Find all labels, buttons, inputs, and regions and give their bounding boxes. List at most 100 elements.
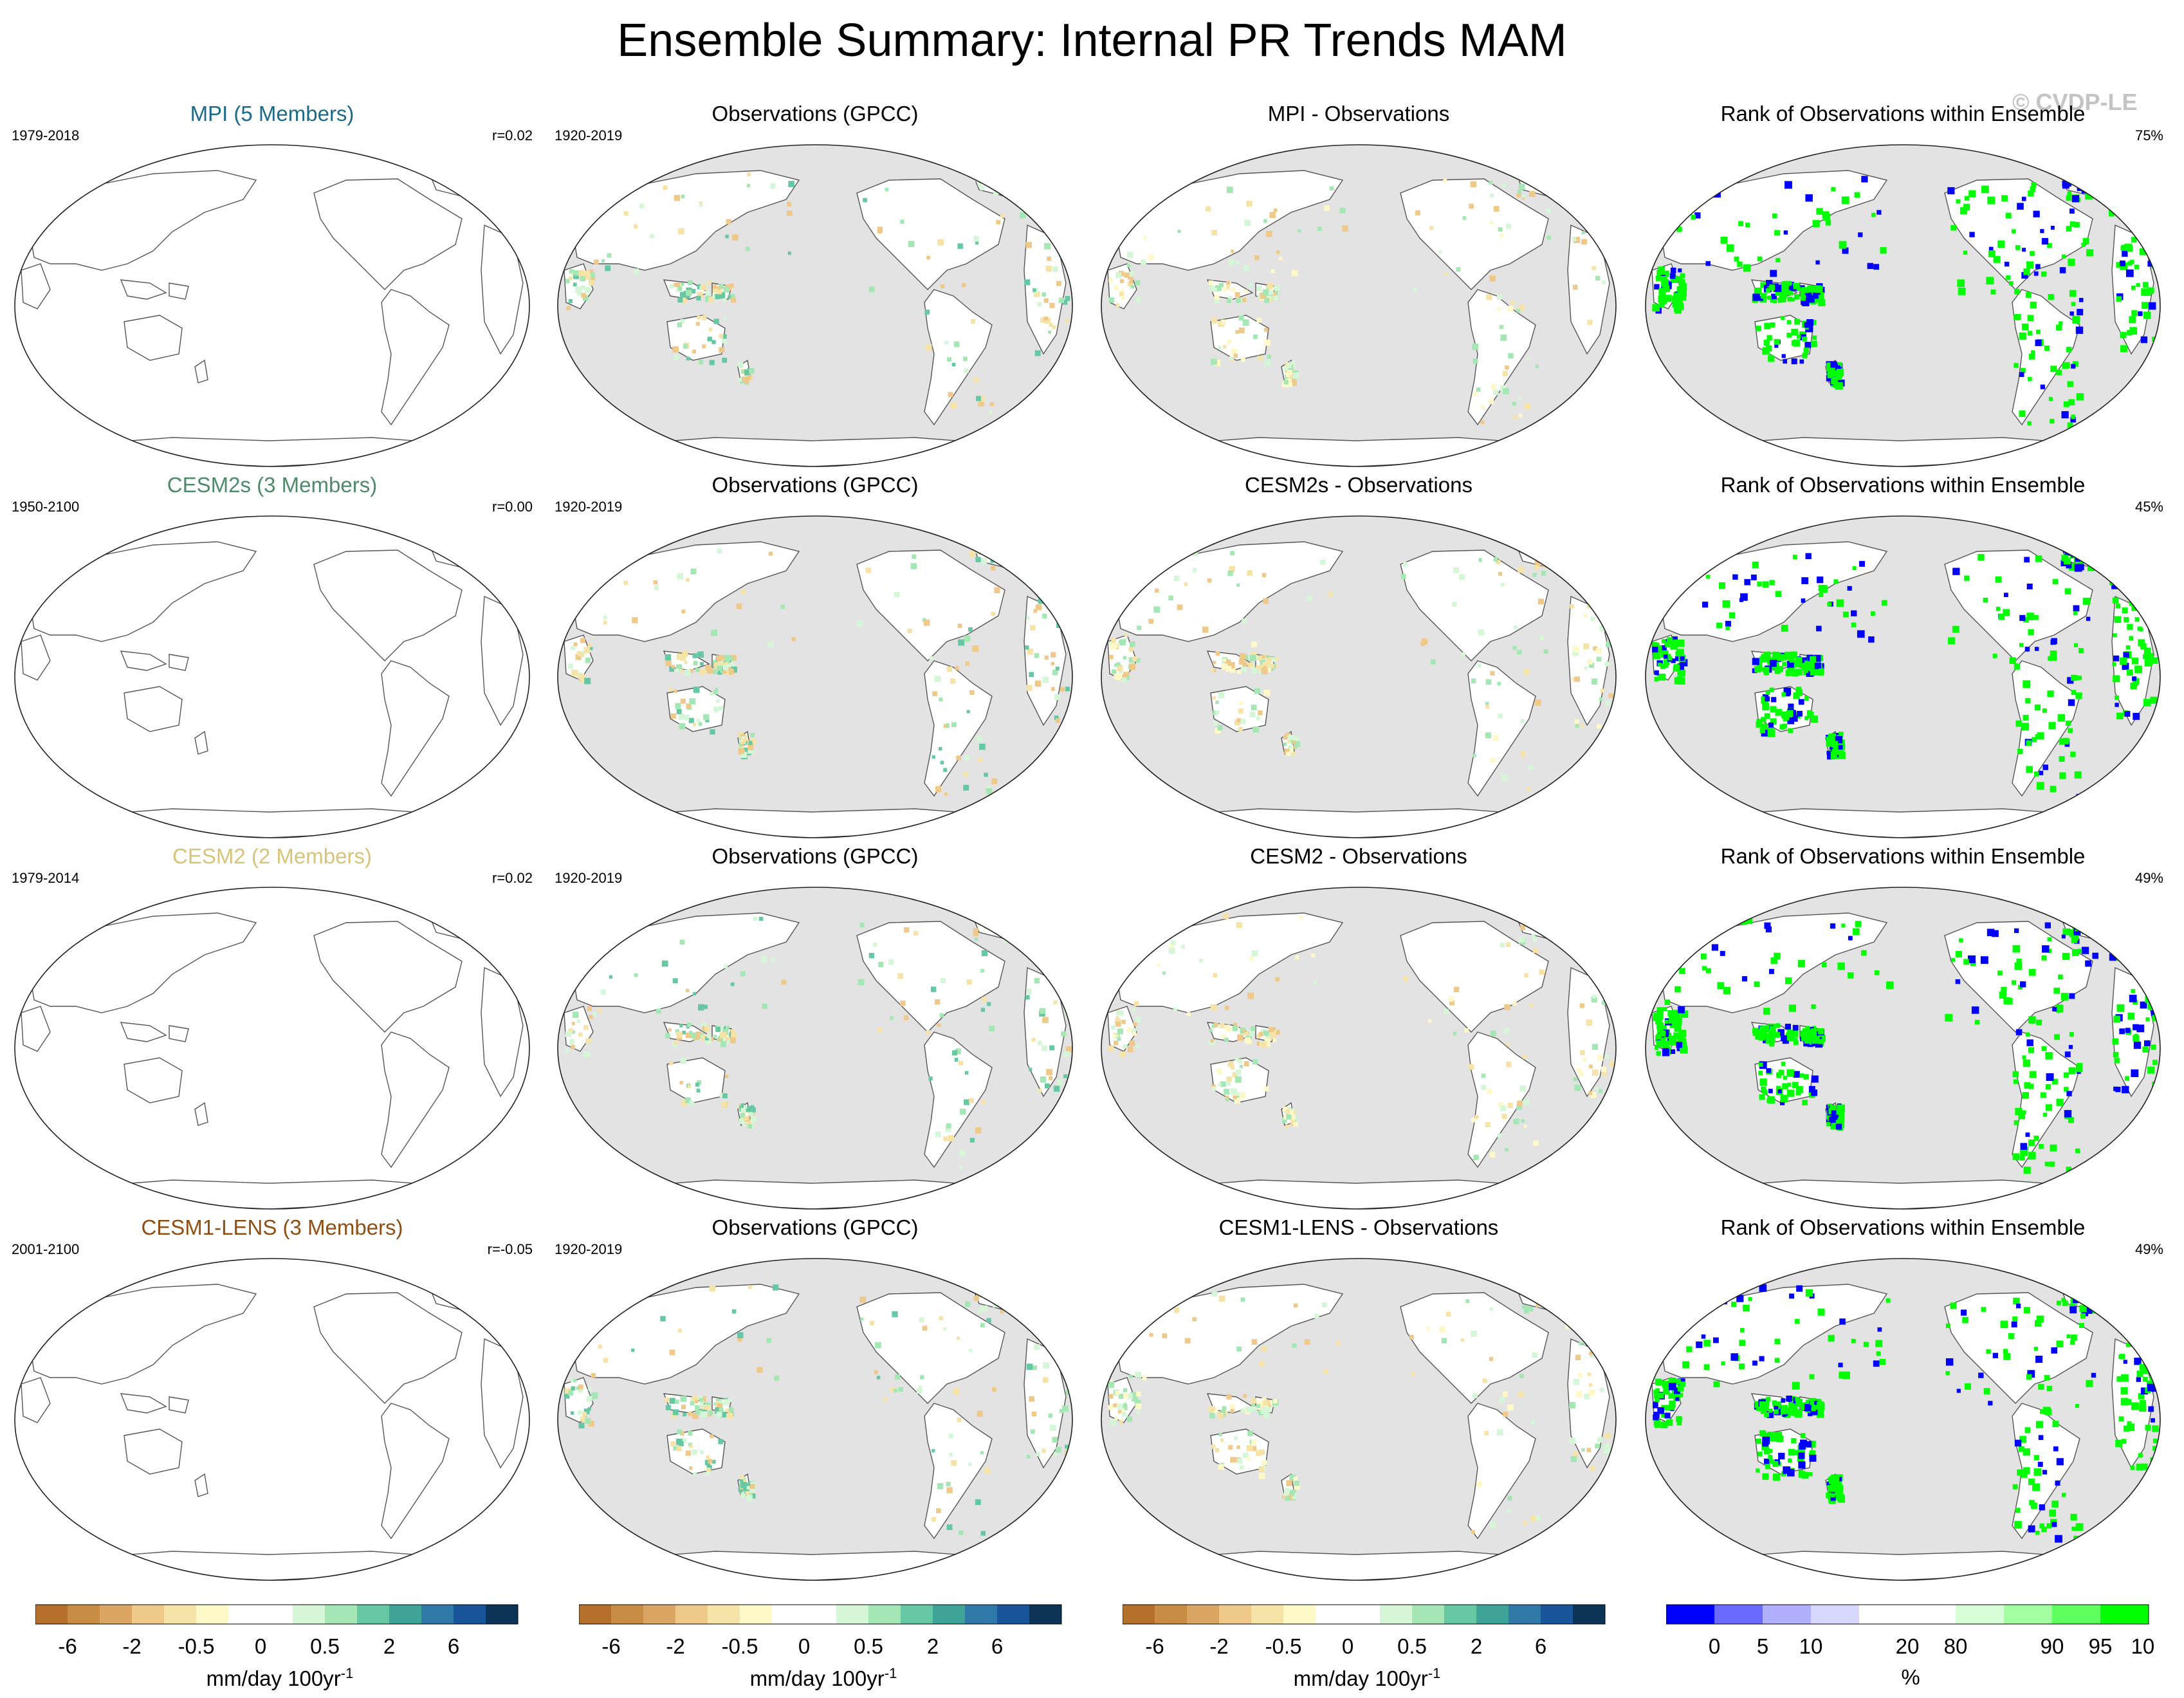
- grid-cell: [1822, 213, 1830, 221]
- grid-cell: [1665, 295, 1672, 302]
- grid-cell: [1061, 934, 1068, 940]
- grid-cell: [1014, 564, 1020, 569]
- grid-cell: [1500, 334, 1507, 341]
- grid-cell: [1765, 1033, 1770, 1039]
- grid-cell: [1061, 1349, 1065, 1354]
- grid-cell: [1239, 1065, 1243, 1069]
- grid-cell: [1290, 374, 1294, 378]
- map-obs: [557, 1258, 1073, 1581]
- grid-cell: [1656, 1051, 1661, 1056]
- grid-cell: [1117, 1028, 1123, 1035]
- grid-cell: [1049, 322, 1053, 328]
- grid-cell: [1745, 223, 1750, 228]
- grid-cell: [2044, 346, 2050, 351]
- grid-cell: [2124, 923, 2128, 928]
- grid-cell: [1116, 662, 1121, 667]
- grid-cell: [2142, 597, 2150, 605]
- grid-cell: [1035, 568, 1041, 574]
- grid-cell: [962, 282, 966, 288]
- grid-cell: [1026, 616, 1030, 620]
- grid-cell: [1586, 933, 1592, 938]
- grid-cell: [750, 738, 757, 745]
- grid-cell: [1761, 696, 1768, 704]
- grid-cell: [668, 688, 672, 692]
- landmass-0: [1400, 549, 1549, 661]
- grid-cell: [1259, 665, 1265, 672]
- grid-cell: [580, 275, 585, 282]
- grid-cell: [577, 651, 582, 656]
- grid-cell: [1765, 288, 1770, 293]
- grid-cell: [2073, 921, 2080, 928]
- grid-cell: [924, 309, 930, 315]
- grid-cell: [1774, 1338, 1781, 1345]
- grid-cell: [1788, 1458, 1792, 1463]
- grid-cell: [1541, 543, 1546, 549]
- grid-cell: [1121, 1408, 1125, 1412]
- grid-cell: [1835, 736, 1843, 744]
- colorbar-tick-label: 0: [1342, 1634, 1354, 1658]
- grid-cell: [1810, 1401, 1815, 1405]
- grid-cell: [1812, 1026, 1816, 1030]
- grid-cell: [1530, 549, 1536, 555]
- grid-cell: [1001, 182, 1007, 189]
- grid-cell: [1861, 950, 1867, 956]
- grid-cell: [1238, 328, 1245, 334]
- grid-cell: [1254, 688, 1260, 694]
- grid-cell: [2062, 544, 2069, 551]
- grid-cell: [1533, 948, 1539, 954]
- grid-cell: [1133, 190, 1137, 195]
- grid-cell: [1539, 1299, 1546, 1306]
- grid-cell: [1590, 1092, 1597, 1098]
- grid-cell: [1207, 578, 1212, 583]
- grid-cell: [1656, 1022, 1664, 1029]
- grid-cell: [1952, 568, 1960, 575]
- grid-cell: [1760, 282, 1766, 288]
- grid-cell: [1272, 1038, 1276, 1042]
- grid-cell: [1228, 1445, 1233, 1450]
- grid-cell: [877, 1028, 882, 1033]
- grid-cell: [2131, 1069, 2139, 1077]
- grid-cell: [2046, 1084, 2051, 1089]
- grid-cell: [2017, 203, 2024, 210]
- grid-cell: [717, 665, 722, 671]
- grid-cell: [1599, 1388, 1604, 1392]
- grid-cell: [1036, 1309, 1043, 1316]
- grid-cell: [1040, 1310, 1045, 1316]
- grid-cell: [1279, 257, 1283, 261]
- grid-cell: [695, 1035, 700, 1040]
- grid-cell: [584, 270, 591, 277]
- grid-cell: [1660, 276, 1667, 282]
- grid-cell: [1035, 937, 1040, 942]
- grid-cell: [2069, 208, 2075, 214]
- grid-cell: [1577, 205, 1583, 211]
- grid-cell: [1664, 284, 1669, 290]
- grid-cell: [1790, 651, 1797, 659]
- grid-cell: [2075, 921, 2082, 928]
- grid-cell: [1765, 1464, 1770, 1470]
- grid-cell: [588, 1420, 594, 1427]
- grid-cell: [591, 1392, 598, 1399]
- grid-cell: [2028, 1152, 2036, 1160]
- grid-cell: [1251, 1403, 1255, 1407]
- grid-cell: [1149, 190, 1153, 194]
- grid-cell: [1055, 1446, 1061, 1453]
- grid-cell: [1489, 181, 1493, 185]
- grid-cell: [1224, 660, 1231, 666]
- grid-cell: [2050, 1144, 2057, 1152]
- grid-cell: [1534, 1285, 1538, 1289]
- grid-cell: [2019, 643, 2024, 647]
- grid-cell: [1863, 1342, 1869, 1347]
- grid-cell: [1513, 415, 1518, 420]
- grid-cell: [2152, 1446, 2158, 1451]
- grid-cell: [1402, 562, 1408, 567]
- grid-cell: [2140, 336, 2148, 344]
- grid-cell: [2145, 225, 2153, 233]
- colorbar-swatch: [901, 1605, 933, 1624]
- grid-cell: [1793, 692, 1800, 699]
- grid-cell: [2044, 1161, 2050, 1167]
- grid-cell: [2113, 655, 2120, 661]
- grid-cell: [1601, 979, 1608, 985]
- grid-cell: [1518, 183, 1525, 190]
- grid-cell: [1574, 1084, 1581, 1091]
- grid-cell: [1251, 705, 1257, 710]
